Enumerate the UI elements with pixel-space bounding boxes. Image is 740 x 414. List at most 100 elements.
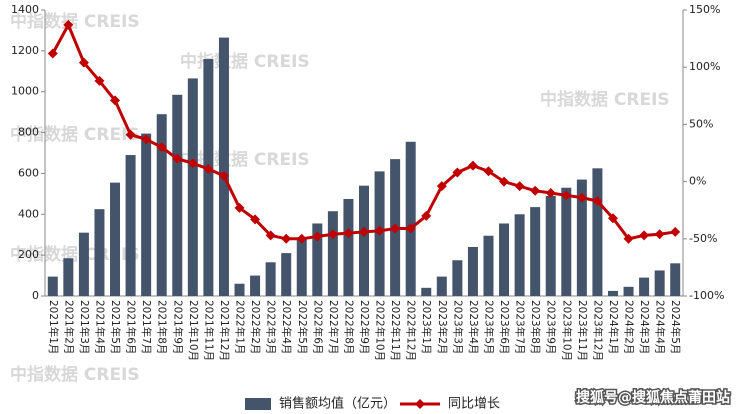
marker: [592, 196, 603, 207]
x-tick-label: 2021年7月: [140, 300, 153, 354]
marker: [639, 230, 650, 241]
marker: [281, 233, 292, 244]
marker: [203, 164, 214, 175]
x-tick-label: 2023年12月: [591, 300, 604, 361]
x-tick-label: 2024年3月: [638, 300, 651, 354]
bar: [94, 209, 105, 296]
marker: [390, 223, 401, 234]
bar: [483, 235, 494, 296]
x-tick-label: 2023年1月: [420, 300, 433, 354]
marker: [561, 190, 572, 201]
x-tick-label: 2021年9月: [171, 300, 184, 354]
x-tick-label: 2022年6月: [311, 300, 324, 354]
marker: [94, 75, 105, 86]
bar: [78, 232, 89, 296]
watermark: 中指数据 CREIS: [10, 244, 140, 265]
bar: [312, 223, 323, 296]
marker: [374, 225, 385, 236]
marker: [499, 176, 510, 187]
marker: [623, 233, 634, 244]
x-tick-label: 2021年4月: [93, 300, 106, 354]
marker: [327, 229, 338, 240]
marker: [47, 48, 58, 59]
x-tick-label: 2022年4月: [280, 300, 293, 354]
y-tick-label: 200: [18, 248, 39, 261]
y2-tick-label: 0%: [689, 175, 706, 188]
bar: [561, 187, 572, 296]
y2-tick-label: -100%: [689, 289, 724, 302]
bar: [607, 290, 618, 296]
y-tick-label: 1400: [11, 3, 39, 16]
x-tick-label: 2021年6月: [125, 300, 138, 354]
marker: [172, 153, 183, 164]
marker: [63, 19, 74, 30]
legend-swatch: [415, 399, 425, 409]
x-tick-label: 2024年4月: [654, 300, 667, 354]
watermark: 中指数据 CREIS: [10, 11, 140, 32]
bar: [592, 168, 603, 296]
x-tick-label: 2023年5月: [482, 300, 495, 354]
x-tick-label: 2021年12月: [218, 300, 231, 361]
marker: [514, 181, 525, 192]
bar: [545, 195, 556, 296]
y-tick-label: 0: [32, 289, 39, 302]
legend-swatch: [245, 398, 271, 410]
bar: [172, 94, 183, 297]
bar: [203, 59, 214, 297]
x-tick-label: 2021年5月: [109, 300, 122, 354]
x-tick-label: 2021年2月: [62, 300, 75, 354]
marker: [78, 57, 89, 68]
bar: [452, 260, 463, 296]
x-tick-label: 2022年11月: [389, 300, 402, 361]
bar: [343, 198, 354, 296]
marker: [156, 142, 167, 153]
x-tick-label: 2021年10月: [187, 300, 200, 361]
marker: [110, 95, 121, 106]
x-tick-label: 2022年8月: [342, 300, 355, 354]
y-tick-label: 1000: [11, 85, 39, 98]
bar: [156, 114, 167, 296]
marker: [545, 188, 556, 199]
y2-tick-label: 50%: [689, 117, 713, 130]
watermark: 中指数据 CREIS: [540, 89, 670, 110]
x-tick-label: 2022年12月: [405, 300, 418, 361]
marker: [607, 213, 618, 224]
bar: [250, 275, 261, 296]
x-tick-label: 2023年10月: [560, 300, 573, 361]
bar: [125, 155, 136, 296]
marker: [421, 210, 432, 221]
bar: [296, 238, 307, 296]
source: 搜狐号@搜狐焦点莆田站: [576, 389, 730, 406]
bar: [281, 253, 292, 296]
x-tick-label: 2023年6月: [498, 300, 511, 354]
marker: [250, 214, 261, 225]
bar: [405, 141, 416, 296]
legend-label: 销售额均值（亿元）: [279, 396, 396, 412]
x-tick-label: 2022年7月: [327, 300, 340, 354]
bar: [265, 262, 276, 296]
x-tick-label: 2023年7月: [514, 300, 527, 354]
marker: [436, 181, 447, 192]
bar: [218, 37, 229, 296]
y-tick-label: 600: [18, 166, 39, 179]
bar: [110, 182, 121, 296]
y2-tick-label: -50%: [689, 232, 717, 245]
x-tick-label: 2021年11月: [202, 300, 215, 361]
bar: [639, 277, 650, 296]
x-tick-label: 2024年1月: [607, 300, 620, 354]
bar: [436, 276, 447, 296]
bar: [141, 133, 152, 296]
x-tick-label: 2023年3月: [451, 300, 464, 354]
bar: [421, 287, 432, 296]
bar: [234, 283, 245, 296]
y-tick-label: 800: [18, 126, 39, 139]
bar: [654, 270, 665, 296]
marker: [296, 233, 307, 244]
bar: [623, 286, 634, 296]
bar: [327, 211, 338, 296]
marker: [452, 167, 463, 178]
marker: [187, 158, 198, 169]
marker: [530, 185, 541, 196]
marker: [467, 160, 478, 171]
y-tick-label: 400: [18, 207, 39, 220]
